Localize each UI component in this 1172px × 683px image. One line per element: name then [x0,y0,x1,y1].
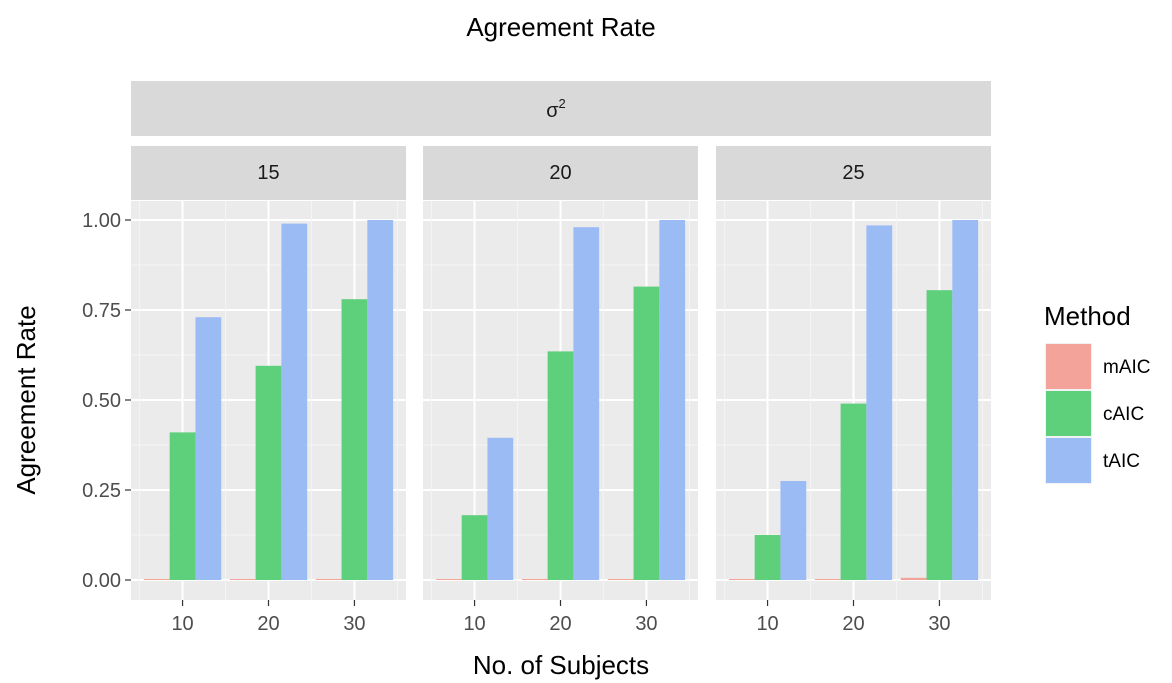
bar [607,579,634,580]
x-tick-label: 20 [257,613,279,635]
facet-label-superscript: 2 [559,96,566,111]
bar [195,317,222,580]
bar [728,579,755,580]
bar [814,579,841,580]
bar [255,365,282,580]
y-tick-label: 0.50 [82,390,121,412]
bar [521,579,548,580]
facet-strip-label: 25 [842,162,864,184]
bar [435,579,462,580]
bar [573,227,600,580]
x-tick-label: 30 [928,613,950,635]
bar [229,579,256,580]
bar [780,481,807,580]
facet-strip [716,146,991,200]
legend-key [1046,438,1091,483]
chart-title: Agreement Rate [466,12,655,42]
bar [840,403,867,580]
legend-label: mAIC [1103,357,1151,378]
legend-label: tAIC [1103,451,1140,472]
facet-panel: 15 10 20 30 0.00 0.25 0.50 0.75 1.00 [82,146,406,635]
facet-label-strip: σ2 [131,81,991,136]
y-tick-label: 0.00 [82,570,121,592]
x-tick-label: 30 [635,613,657,635]
x-tick-label: 10 [463,613,485,635]
facet-strip [423,146,698,200]
legend-key [1046,344,1091,389]
legend-label: cAIC [1103,404,1144,425]
legend: Method mAIC cAIC tAIC [1044,301,1151,484]
bar [341,299,368,580]
facet-panel: 20 10 20 30 [423,146,698,635]
y-axis-label: Agreement Rate [11,305,41,494]
bar [754,535,781,580]
bar [143,579,170,580]
x-tick-label: 20 [549,613,571,635]
x-tick-label: 30 [343,613,365,635]
x-tick-label: 10 [756,613,778,635]
x-axis-label: No. of Subjects [473,650,649,680]
bar [367,220,394,580]
bar [659,220,686,580]
facet-strip-label: 20 [549,162,571,184]
bar [315,579,342,580]
bar [900,577,927,580]
bar [633,286,660,580]
bar [866,225,893,580]
facet-label-symbol: σ [546,100,559,122]
facet-strip [131,146,406,200]
legend-key [1046,391,1091,436]
facet-panels: 15 10 20 30 0.00 0.25 0.50 0.75 1.00 20 10 20 30 25 10… [82,146,991,635]
y-tick-label: 0.75 [82,300,121,322]
legend-title: Method [1044,301,1131,331]
bar [281,223,308,580]
bar [547,351,574,580]
facet-panel: 25 10 20 30 [716,146,991,635]
facet-strip-label: 15 [257,162,279,184]
bar [461,515,488,580]
x-tick-label: 20 [842,613,864,635]
x-tick-label: 10 [171,613,193,635]
y-tick-label: 1.00 [82,210,121,232]
bar [487,437,514,580]
bar [169,432,196,580]
facet-label: σ2 [546,96,566,122]
y-tick-label: 0.25 [82,480,121,502]
bar [952,220,979,580]
bar [926,290,953,580]
